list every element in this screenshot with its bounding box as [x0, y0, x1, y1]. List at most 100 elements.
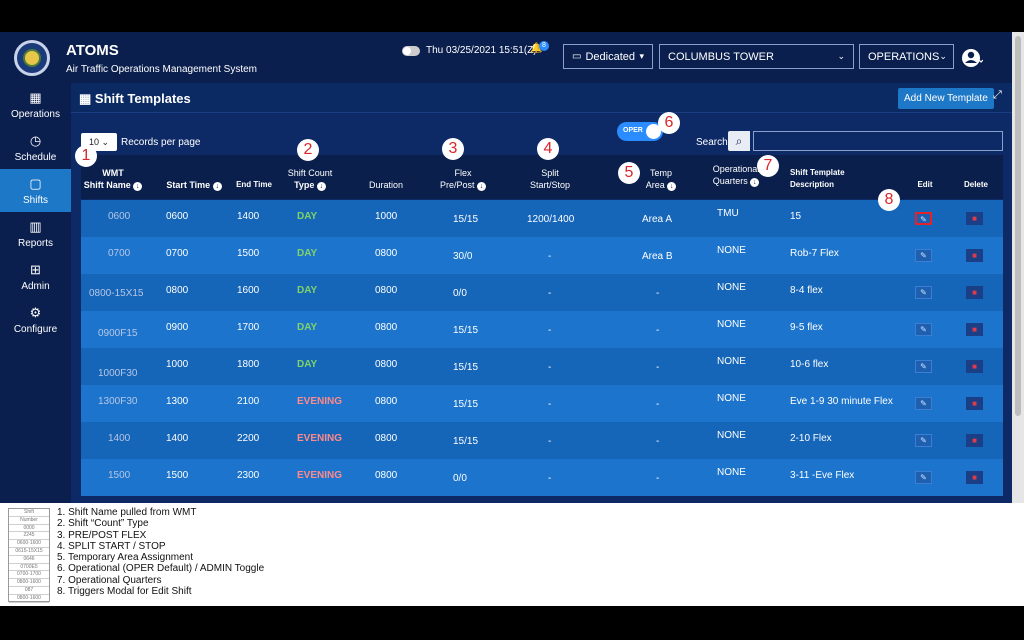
sidebar-item-admin[interactable]: ⊞ Admin [0, 255, 71, 298]
callout-marker: 4 [537, 138, 559, 160]
thumbnail-row: 0615-15X15 [9, 548, 49, 556]
start-time-cell: 0700 [166, 248, 189, 259]
sidebar-item-reports[interactable]: ▥ Reports [0, 212, 71, 255]
table-row: 1400 1400 2200 EVENING 0800 15/15 - - NONE 2-10 F… [81, 422, 1003, 459]
view-select[interactable]: ▭ Dedicated ▾ [563, 44, 653, 69]
records-per-page-label: Records per page [121, 137, 201, 148]
sidebar-item-configure[interactable]: ⚙ Configure [0, 298, 71, 341]
edit-button[interactable]: ✎ [915, 286, 932, 299]
header-shift-name[interactable]: WMT Shift Name ↓ [83, 167, 143, 191]
app-header: ATOMS Air Traffic Operations Management … [0, 32, 1012, 83]
thumbnail-row: 0646 [9, 556, 49, 564]
edit-button[interactable]: ✎ [915, 397, 932, 410]
shift-number-thumbnail: Shift Number 0000 2245 0600-1600 0615-15X15 06… [8, 508, 50, 603]
sidebar-item-schedule[interactable]: ◷ Schedule [0, 126, 71, 169]
flex-cell: 0/0 [453, 473, 467, 484]
user-avatar-icon[interactable] [961, 47, 984, 69]
table-row: 0700 0700 1500 DAY 0800 30/0 - Area B NONE Rob-7 … [81, 237, 1003, 274]
header-split-start-stop: Split Start/Stop [529, 168, 571, 190]
delete-button[interactable]: ■ [966, 249, 983, 262]
split-cell: - [548, 251, 552, 262]
title-bar: ▦ Shift Templates Add New Template ⤢ [71, 83, 1012, 113]
sidebar-item-label: Operations [11, 108, 60, 120]
header-start-time[interactable]: Start Time ↓ [164, 179, 224, 191]
annotation-note: 7. Operational Quarters [57, 574, 162, 586]
shift-type-cell: DAY [297, 322, 318, 333]
thumbnail-row: 2245 [9, 532, 49, 541]
thumbnail-row: 087 [9, 587, 49, 595]
header-operational-quarters[interactable]: Operational Quarters ↓ [712, 164, 760, 187]
clock-icon: ◷ [29, 132, 42, 148]
bell-icon[interactable]: 🔔 [530, 43, 543, 54]
flex-cell: 15/15 [453, 436, 479, 447]
temp-area-cell: Area B [642, 251, 673, 262]
sort-arrow-icon: ↓ [316, 182, 326, 191]
delete-button[interactable]: ■ [966, 360, 983, 373]
oper-admin-toggle[interactable]: OPER [617, 122, 663, 141]
thumbnail-row: 0600-1600 [9, 540, 49, 548]
delete-button[interactable]: ■ [966, 471, 983, 484]
sidebar-item-label: Admin [21, 280, 50, 292]
start-time-cell: 0600 [166, 211, 189, 222]
calendar-icon: ▦ [79, 91, 95, 106]
sort-arrow-icon: ↓ [477, 182, 487, 191]
edit-button[interactable]: ✎ [915, 471, 932, 484]
table-header: WMT Shift Name ↓ Start Time ↓ End Time Sh… [81, 155, 1003, 199]
agency-logo [14, 40, 50, 76]
duration-cell: 0800 [375, 396, 398, 407]
chevron-down-icon: ⌄ [837, 51, 845, 61]
chevron-down-icon: ⌄ [939, 51, 947, 61]
start-time-cell: 1300 [166, 396, 189, 407]
shift-type-cell: DAY [297, 359, 318, 370]
table-row: 1500 1500 2300 EVENING 0800 0/0 - - NONE 3-11 -Ev… [81, 459, 1003, 496]
delete-button[interactable]: ■ [966, 397, 983, 410]
quarters-cell: NONE [717, 467, 746, 478]
expand-icon[interactable]: ⤢ [993, 89, 1002, 101]
start-time-cell: 1500 [166, 470, 189, 481]
duration-cell: 0800 [375, 285, 398, 296]
duration-cell: 0800 [375, 470, 398, 481]
flex-cell: 15/15 [453, 362, 479, 373]
temp-area-cell: - [656, 399, 660, 410]
split-cell: - [548, 362, 552, 373]
delete-button[interactable]: ■ [966, 286, 983, 299]
current-datetime: Thu 03/25/2021 15:51(Z) [426, 45, 537, 56]
delete-button[interactable]: ■ [966, 434, 983, 447]
sidebar-item-label: Configure [13, 323, 58, 335]
annotation-note: 5. Temporary Area Assignment [57, 552, 193, 564]
callout-marker: 3 [442, 138, 464, 160]
sidebar-item-shifts[interactable]: ▢ Shifts [0, 169, 71, 212]
edit-button[interactable]: ✎ [915, 212, 932, 225]
header-temp-area[interactable]: Temp Area ↓ [636, 167, 686, 191]
duration-cell: 1000 [375, 211, 398, 222]
end-time-cell: 1400 [237, 211, 260, 222]
header-flex-pre-post[interactable]: Flex Pre/Post ↓ [433, 167, 493, 191]
edit-button[interactable]: ✎ [915, 434, 932, 447]
edit-button[interactable]: ✎ [915, 249, 932, 262]
delete-button[interactable]: ■ [966, 323, 983, 336]
header-shift-count-type[interactable]: Shift Count Type ↓ [287, 168, 333, 191]
header-toggle[interactable] [402, 46, 420, 56]
area-select[interactable]: OPERATIONS ⌄ [859, 44, 954, 69]
flex-cell: 30/0 [453, 251, 473, 262]
sidebar-item-operations[interactable]: ▦ Operations [0, 83, 71, 126]
header-shift-template-description: Shift Template Description [790, 168, 845, 189]
flex-cell: 15/15 [453, 325, 479, 336]
facility-select[interactable]: COLUMBUS TOWER ⌄ [659, 44, 854, 69]
search-icon[interactable]: ⌕ [728, 131, 750, 151]
edit-button[interactable]: ✎ [915, 323, 932, 336]
start-time-cell: 0900 [166, 322, 189, 333]
duration-cell: 0800 [375, 359, 398, 370]
add-new-template-button[interactable]: Add New Template [898, 88, 994, 109]
thumbnail-row: Number [9, 517, 49, 525]
split-cell: - [548, 325, 552, 336]
search-input[interactable] [753, 131, 1003, 151]
shift-type-cell: EVENING [297, 433, 343, 444]
scrollbar[interactable] [1012, 32, 1024, 503]
temp-area-cell: - [656, 362, 660, 373]
flex-cell: 0/0 [453, 288, 467, 299]
edit-button[interactable]: ✎ [915, 360, 932, 373]
flex-cell: 15/15 [453, 399, 479, 410]
duration-cell: 0800 [375, 433, 398, 444]
delete-button[interactable]: ■ [966, 212, 983, 225]
